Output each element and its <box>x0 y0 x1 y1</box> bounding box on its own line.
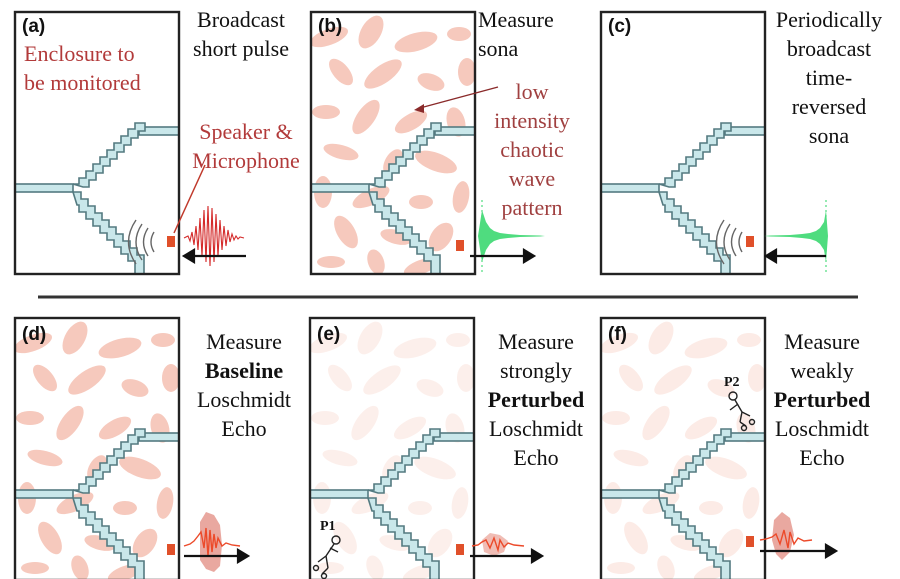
speaker-microphone-device <box>456 240 464 251</box>
broadcast-pulse-waveform <box>183 205 245 267</box>
caption-line: Loschmidt <box>774 416 870 441</box>
caption-line: strongly <box>499 358 573 383</box>
device-label-line: Microphone <box>192 148 300 173</box>
sona-waveform <box>478 210 545 262</box>
speaker-microphone-device <box>746 536 754 547</box>
wave-label-line: low <box>515 79 549 104</box>
panel-c-caption: Periodically broadcast time- reversed so… <box>764 5 894 150</box>
wave-label-line: pattern <box>501 195 563 220</box>
panel-a-caption: Broadcast short pulse <box>186 5 296 63</box>
baseline-echo-waveform <box>183 527 241 557</box>
caption-line: Measure <box>498 329 574 354</box>
caption-line: reversed <box>791 94 867 119</box>
panel-label-f: (f) <box>608 324 627 345</box>
person-label-p1: P1 <box>320 519 336 534</box>
panel-label-a: (a) <box>22 16 45 37</box>
right-arrow-icon <box>470 548 545 564</box>
caption-line: weakly <box>790 358 854 383</box>
caption-line-emphasis: Baseline <box>204 358 284 383</box>
speaker-pointer-arrow <box>173 164 206 234</box>
enclosure-label-line-1: Enclosure to <box>24 41 135 66</box>
panel-b: (b) <box>309 10 545 276</box>
panel-d-caption: Measure Baseline Loschmidt Echo <box>184 327 304 443</box>
caption-line-emphasis: Perturbed <box>487 387 585 412</box>
caption-line: time- <box>805 65 853 90</box>
panel-label-b: (b) <box>318 16 342 37</box>
caption-line: sona <box>808 123 850 148</box>
panel-a: (a) Enclosure to be monitored <box>13 10 246 276</box>
wave-pattern-label: low intensity chaotic wave pattern <box>486 77 578 222</box>
panel-f: (f) P2 <box>599 316 839 579</box>
sound-waves-icon <box>715 219 743 265</box>
panel-e: (e) P1 <box>308 316 545 579</box>
caption-line: Broadcast <box>197 7 285 32</box>
person-label-p2: P2 <box>724 375 740 390</box>
caption-line: Echo <box>513 445 559 470</box>
caption-line: Loschmidt <box>488 416 584 441</box>
caption-line: Measure <box>784 329 860 354</box>
caption-line: broadcast <box>786 36 872 61</box>
echo-shadow <box>482 533 508 556</box>
wave-label-line: wave <box>508 166 556 191</box>
weakly-perturbed-echo-waveform <box>759 529 813 549</box>
right-arrow-icon <box>470 248 537 264</box>
caption-line: Loschmidt <box>196 387 292 412</box>
caption-line: Echo <box>799 445 845 470</box>
speaker-microphone-device <box>456 544 464 555</box>
left-arrow-icon <box>181 248 246 264</box>
walking-person-icon <box>312 535 341 579</box>
left-arrow-icon <box>763 248 826 264</box>
caption-line: sona <box>478 36 519 61</box>
device-label: Speaker & Microphone <box>186 117 306 175</box>
device-label-line: Speaker & <box>199 119 293 144</box>
sound-waves-icon <box>127 219 155 265</box>
walking-person-icon <box>728 391 756 432</box>
speaker-microphone-device <box>167 544 175 555</box>
caption-line-emphasis: Perturbed <box>773 387 871 412</box>
caption-line: Measure <box>206 329 282 354</box>
wave-pattern-pointer-arrow <box>419 86 499 109</box>
speaker-microphone-device <box>167 236 175 247</box>
caption-line: Measure <box>478 7 554 32</box>
panel-label-d: (d) <box>22 324 46 345</box>
enclosure-label-line-2: be monitored <box>24 70 141 95</box>
wave-label-line: intensity <box>494 108 570 133</box>
panel-c: (c) <box>599 10 828 276</box>
panel-b-caption: Measure sona <box>472 5 558 63</box>
wave-label-line: chaotic <box>500 137 564 162</box>
right-arrow-icon <box>184 548 251 564</box>
time-reversed-sona-waveform <box>764 210 828 262</box>
panel-f-caption: Measure weakly Perturbed Loschmidt Echo <box>762 327 882 472</box>
caption-line: Echo <box>221 416 267 441</box>
panel-d: (d) <box>13 316 251 579</box>
caption-line: short pulse <box>193 36 289 61</box>
strongly-perturbed-echo-waveform <box>471 535 525 553</box>
panel-label-e: (e) <box>317 324 340 345</box>
caption-line: Periodically <box>775 7 883 32</box>
panel-e-caption: Measure strongly Perturbed Loschmidt Ech… <box>476 327 596 472</box>
panel-label-c: (c) <box>608 16 631 37</box>
right-arrow-icon <box>760 543 839 559</box>
speaker-microphone-device <box>746 236 754 247</box>
